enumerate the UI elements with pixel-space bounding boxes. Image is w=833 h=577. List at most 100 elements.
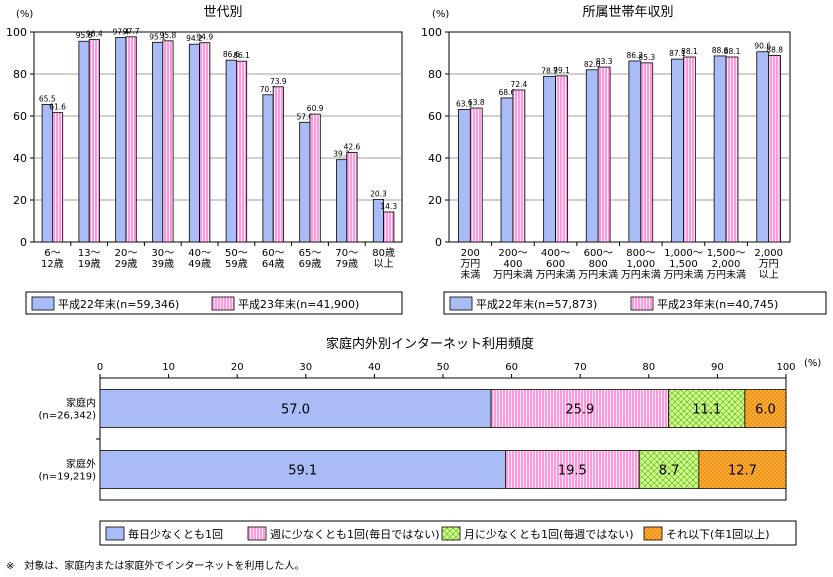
y-tick-label: 80: [13, 68, 27, 81]
data-label: 86.1: [233, 51, 250, 60]
bar: [199, 42, 211, 243]
data-label: 86.6: [223, 50, 240, 59]
category-label: 万円未満: [706, 269, 746, 281]
bar: [597, 66, 611, 243]
data-label: 57.0: [296, 112, 313, 121]
data-label: 97.4: [112, 27, 129, 36]
data-label-halo: 59.1: [288, 464, 317, 479]
data-label: 73.9: [270, 77, 287, 86]
chart-income-plot: 02040608010063.163.8200万円未満68.672.4200～4…: [421, 26, 791, 281]
category-label: 家庭外: [66, 458, 96, 471]
bar: [346, 152, 358, 243]
data-label: 61.6: [49, 103, 66, 112]
segment: [744, 389, 787, 428]
category-label: 79歳: [335, 258, 358, 270]
bar: [162, 40, 174, 243]
segment: [99, 450, 506, 489]
category-label: 以上: [374, 258, 394, 270]
bar: [115, 37, 127, 243]
data-label: 88.1: [724, 47, 741, 56]
bar: [262, 94, 274, 243]
data-label: 88.8: [766, 46, 783, 55]
chart-frequency: 家庭内外別インターネット利用頻度 (%) 0 10 20 30 40 50 60 70 80 90…: [38, 336, 821, 546]
legend-label-2011: 平成23年末(n=40,745): [657, 297, 778, 311]
bar: [555, 75, 568, 243]
category-label: 万円未満: [621, 269, 661, 281]
y-tick-label: 20: [13, 194, 27, 207]
category-label: 20～: [115, 248, 138, 259]
category-label: 万円: [460, 259, 480, 270]
data-label: 85.3: [638, 53, 655, 62]
category-label: 200～: [498, 248, 527, 259]
legend-swatch-2010: [449, 296, 473, 311]
bar: [640, 62, 654, 243]
y-tick-label: 0: [20, 236, 27, 249]
chart-income-title: 所属世帯年収別: [582, 5, 673, 20]
data-label: 88.1: [681, 47, 698, 56]
data-label: 57.0: [281, 403, 310, 418]
category-label: 2,000: [754, 248, 783, 259]
y-tick-label: 80: [428, 68, 442, 81]
category-label: 400～: [541, 248, 570, 259]
bar: [512, 89, 526, 243]
x-tick-label: 90: [711, 362, 724, 373]
category-label: 65～: [299, 248, 322, 259]
y-tick-label: 60: [428, 110, 442, 123]
x-tick-label: 0: [97, 362, 103, 373]
data-label: 63.8: [468, 98, 485, 107]
chart-income-unit: (%): [432, 9, 449, 20]
category-label: 69歳: [299, 258, 322, 270]
legend-label-daily: 毎日少なくとも1回: [128, 528, 223, 541]
bar: [188, 43, 201, 243]
data-label: 63.1: [456, 99, 473, 108]
category-label: 600～: [584, 248, 613, 259]
bar: [469, 107, 483, 243]
bar: [309, 113, 321, 243]
legend-label-2010: 平成22年末(n=57,873): [476, 297, 597, 311]
category-label: 29歳: [115, 258, 138, 270]
legend-swatch-monthly: [441, 526, 461, 541]
bar: [88, 39, 100, 243]
data-label: 79.1: [553, 66, 570, 75]
data-label: 65.5: [39, 94, 56, 103]
x-tick-label: 20: [231, 362, 244, 373]
bar: [683, 56, 696, 243]
legend-label-weekly: 週に少なくとも1回(毎日ではない): [270, 528, 440, 541]
data-label: 97.7: [123, 27, 140, 36]
category-label: (n=26,342): [38, 411, 96, 422]
legend-swatch-2011: [630, 296, 654, 311]
category-label: 13～: [78, 248, 101, 259]
category-label: 80歳: [372, 247, 395, 259]
category-label: 万円未満: [663, 269, 703, 281]
bar: [457, 109, 471, 243]
bar: [543, 75, 556, 243]
x-tick-label: 30: [299, 362, 312, 373]
category-label: 以上: [759, 269, 779, 281]
data-label: 95.6: [76, 31, 93, 40]
data-label: 90.6: [754, 42, 771, 51]
bar: [41, 104, 53, 243]
bar: [272, 86, 284, 243]
chart-generation-plot: 0 20 40 60 80 100 65.561.6 6～12歳 95.696.4 13～19歳 9…: [6, 26, 403, 270]
x-tick-label: 70: [574, 362, 587, 373]
chart-generation-title: 世代別: [203, 5, 242, 20]
data-label: 94.2: [186, 34, 203, 43]
legend-label-less: それ以下(年1回以上): [666, 527, 770, 541]
x-tick-label: 100: [776, 362, 795, 373]
x-tick-label: 60: [505, 362, 518, 373]
chart-frequency-legend: 毎日少なくとも1回 週に少なくとも1回(毎日ではない) 月に少なくとも1回(毎週…: [99, 520, 797, 546]
data-label: 42.6: [344, 143, 361, 152]
category-label: 万円未満: [536, 269, 576, 281]
legend-label-monthly: 月に少なくとも1回(毎週ではない): [464, 528, 634, 541]
chart-generation: 世代別 (%) 0 20 40 60 80 100 65.561.6 6～12歳 95.696.…: [6, 5, 403, 315]
y-tick-label: 0: [435, 236, 442, 249]
data-label: 8.7: [659, 464, 680, 479]
data-label: 95.8: [160, 31, 177, 40]
y-tick-label: 40: [13, 152, 27, 165]
chart-income-legend: 平成22年末(n=57,873) 平成23年末(n=40,745): [443, 291, 827, 315]
data-label: 68.6: [499, 88, 516, 97]
segment: [505, 450, 640, 489]
category-label: 40～: [188, 248, 211, 259]
category-label: 200: [461, 248, 480, 259]
